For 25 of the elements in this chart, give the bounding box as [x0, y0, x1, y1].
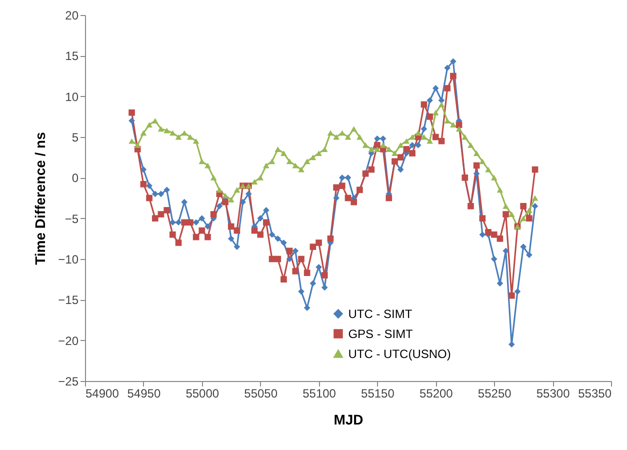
x-tick-label: 54900 [86, 386, 120, 400]
x-tick-label: 55050 [244, 386, 278, 400]
legend-label: UTC - SIMT [348, 306, 413, 321]
x-tick-label: 55000 [186, 386, 220, 400]
legend-label: UTC - UTC(USNO) [348, 346, 451, 361]
y-axis-title: Time Difference / ns [32, 132, 48, 265]
y-tick-label: −20 [58, 334, 79, 348]
y-tick-label: 20 [65, 8, 79, 22]
x-tick-label: 55350 [578, 386, 612, 400]
x-tick-label: 55100 [302, 386, 336, 400]
y-tick-label: 10 [65, 90, 79, 104]
x-axis-title: MJD [334, 412, 364, 428]
y-tick-label: −25 [58, 374, 79, 388]
y-tick-label: 5 [72, 130, 79, 144]
x-tick-label: 55250 [478, 386, 512, 400]
x-tick-label: 54950 [127, 386, 161, 400]
x-tick-label: 55150 [361, 386, 395, 400]
y-tick-label: −15 [58, 293, 79, 308]
y-tick-label: −10 [58, 252, 79, 266]
x-tick-label: 55200 [419, 386, 454, 400]
legend-label: GPS - SIMT [348, 326, 414, 341]
y-tick-label: −5 [64, 212, 79, 226]
y-tick-label: 0 [72, 171, 79, 186]
x-tick-label: 55300 [536, 386, 570, 400]
y-tick-label: 15 [65, 49, 79, 64]
